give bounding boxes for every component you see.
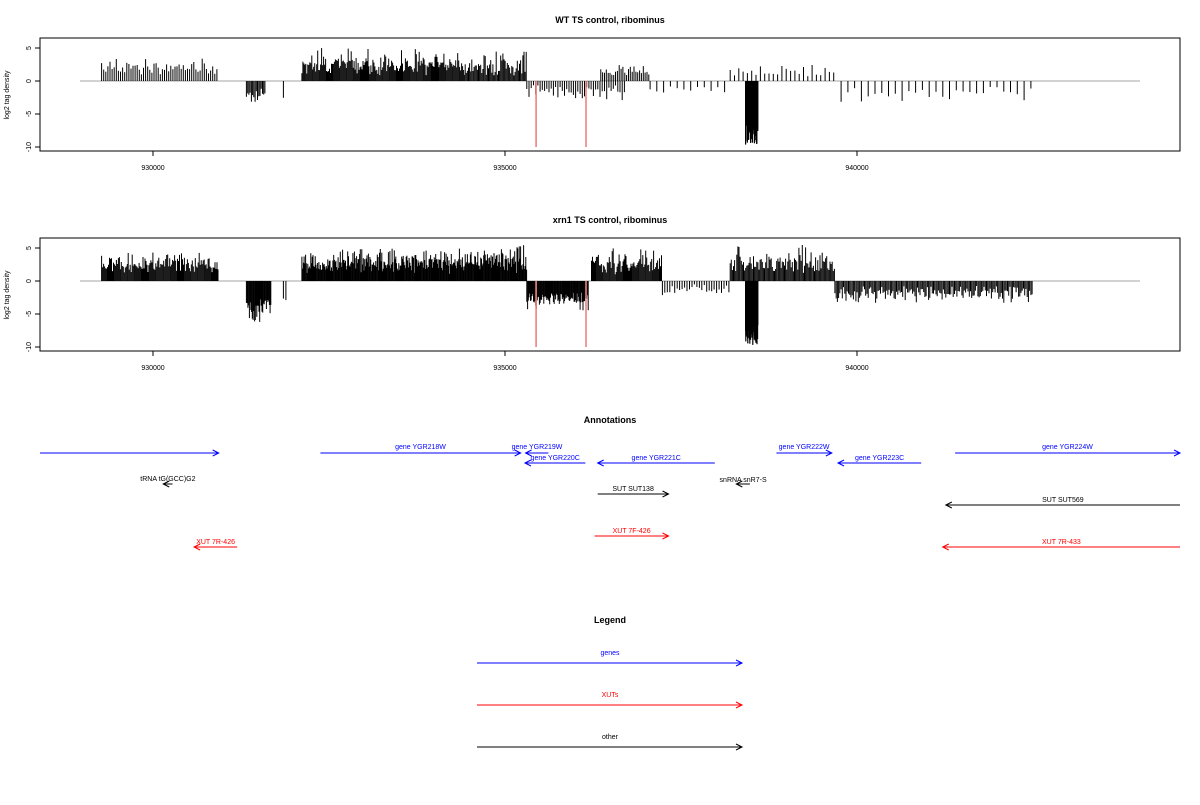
x-axis: 930000 935000 940000 (141, 151, 869, 172)
feature-label: gene YGR220C (531, 455, 580, 462)
feature-gene-ygr222w: gene YGR222W (776, 444, 833, 457)
feature-arrow-head (212, 449, 220, 457)
x-tick-label: 930000 (141, 165, 164, 172)
feature-arrow-head (735, 480, 743, 488)
legend-arrow-head (735, 659, 744, 667)
legend-title: Legend (594, 615, 626, 625)
feature-label: XUT 7R-433 (1042, 539, 1081, 546)
y-tick-label: 5 (26, 246, 33, 250)
y-tick-label: 0 (26, 279, 33, 283)
feature-label: gene YGR218W (395, 444, 446, 451)
panel-title: WT TS control, ribominus (555, 15, 665, 25)
feature-label: SUT SUT138 (612, 486, 654, 493)
x-tick-label: 935000 (493, 365, 516, 372)
feature-label: gene YGR221C (632, 455, 681, 462)
legend-label: genes (600, 650, 620, 657)
feature-sut-sut569: SUT SUT569 (944, 497, 1180, 509)
bar-layer (101, 245, 1033, 345)
feature-label: gene YGR223C (855, 455, 904, 462)
x-tick-label: 940000 (845, 365, 868, 372)
x-tick-label: 930000 (141, 365, 164, 372)
y-tick-label: -10 (26, 342, 33, 352)
feature-gene-ygr223c: gene YGR223C (836, 455, 922, 467)
y-axis-label: log2 tag density (4, 270, 11, 320)
bar-layer (101, 48, 1032, 145)
feature-snrna-snr7-s: snRNA snR7-S (720, 477, 767, 488)
feature-label: gene YGR222W (779, 444, 830, 451)
y-axis: 5 0 -5 -10 (26, 246, 41, 352)
feature-layer: gene YGR218W gene YGR219W gene YGR220C gene… (40, 444, 1182, 551)
feature-arrow-head (944, 501, 953, 509)
y-tick-label: -10 (26, 142, 33, 152)
spike-layer (535, 281, 587, 347)
panel-xrn1: xrn1 TS control, ribominus log2 tag dens… (4, 215, 1181, 372)
feature-unlabeled-gene (40, 449, 220, 457)
feature-arrow-head (524, 449, 532, 457)
y-tick-label: 5 (26, 46, 33, 50)
feature-label: XUT 7F-426 (613, 528, 651, 535)
feature-label: SUT SUT569 (1042, 497, 1084, 504)
feature-label: snRNA snR7-S (720, 477, 767, 484)
feature-arrow-head (523, 459, 532, 467)
feature-arrow-head (596, 459, 604, 467)
feature-gene-ygr220c: gene YGR220C (523, 455, 586, 467)
feature-label: gene YGR219W (512, 444, 563, 451)
feature-arrow-head (514, 449, 522, 457)
annotations-track: Annotations gene YGR218W gene YGR219Wgene… (40, 415, 1182, 551)
feature-xut-7r-433: XUT 7R-433 (941, 539, 1180, 551)
legend-item-xuts: XUTs (477, 692, 744, 709)
y-axis: 5 0 -5 -10 (26, 46, 41, 152)
feature-sut-sut138: SUT SUT138 (597, 486, 670, 498)
feature-gene-ygr219w: gene YGR219W (512, 444, 563, 457)
feature-xut-7f-426: XUT 7F-426 (594, 528, 670, 540)
feature-arrow-head (162, 480, 170, 488)
feature-trna-tg-gcc-g2: tRNA tG(GCC)G2 (140, 476, 196, 488)
feature-label: gene YGR224W (1042, 444, 1093, 451)
x-axis: 930000 935000 940000 (141, 351, 869, 372)
x-tick-label: 935000 (493, 165, 516, 172)
feature-arrow-head (192, 543, 201, 551)
panel-title: xrn1 TS control, ribominus (553, 215, 668, 225)
feature-xut-7r-426: XUT 7R-426 (192, 539, 238, 551)
feature-arrow-head (941, 543, 949, 551)
annotations-title: Annotations (584, 415, 637, 425)
x-tick-label: 940000 (845, 165, 868, 172)
panel-wt: WT TS control, ribominus log2 tag densit… (4, 15, 1181, 172)
legend-label: XUTs (602, 692, 619, 699)
feature-gene-ygr218w: gene YGR218W (320, 444, 522, 457)
feature-arrow-head (836, 459, 845, 467)
y-tick-label: 0 (26, 79, 33, 83)
legend-arrow-head (735, 743, 744, 751)
y-tick-label: -5 (26, 111, 33, 117)
feature-label: XUT 7R-426 (196, 539, 235, 546)
legend-label: other (602, 734, 619, 741)
feature-arrow-head (662, 490, 670, 498)
y-axis-label: log2 tag density (4, 70, 11, 120)
feature-arrow-head (662, 532, 670, 540)
feature-gene-ygr224w: gene YGR224W (955, 444, 1182, 457)
legend-item-genes: genes (477, 650, 744, 667)
feature-label: tRNA tG(GCC)G2 (140, 476, 195, 483)
plot-frame (39, 37, 1181, 152)
feature-arrow-head (825, 449, 833, 457)
legend: Legend genes XUTs other (477, 615, 744, 751)
spike-layer (535, 81, 587, 147)
legend-arrow-head (735, 701, 744, 709)
y-tick-label: -5 (26, 311, 33, 317)
feature-gene-ygr221c: gene YGR221C (596, 455, 715, 467)
feature-arrow-head (1173, 449, 1182, 457)
legend-item-other: other (477, 734, 744, 751)
